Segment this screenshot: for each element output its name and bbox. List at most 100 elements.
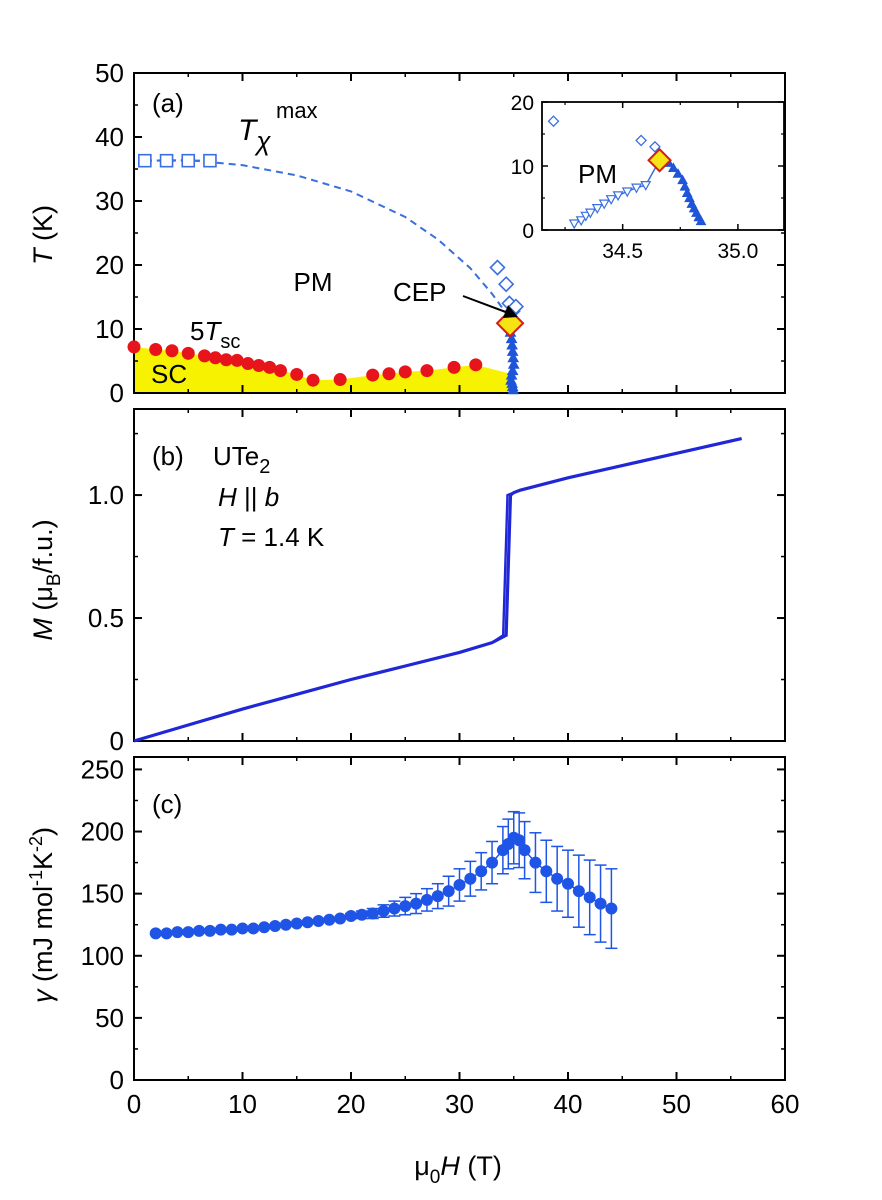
five-tsc-point — [273, 364, 287, 378]
pm-label: PM — [294, 267, 333, 297]
gamma-point — [334, 912, 347, 925]
five-tsc-point — [263, 360, 277, 374]
gamma-point — [442, 885, 455, 898]
five-tsc-point — [420, 364, 434, 378]
panel-b: 0 0.5 1.0 (b) UTe2 H || b T = 1.4 K — [88, 408, 786, 756]
inset-open-triangle-point — [568, 219, 580, 230]
gamma-point — [475, 865, 488, 878]
y-tick-label: 250 — [81, 754, 124, 784]
open-diamond-point — [489, 259, 506, 276]
open-diamond-point — [507, 298, 525, 315]
cep-arrow-line — [462, 295, 512, 315]
gamma-point — [377, 905, 390, 918]
inset-open-triangle-point — [612, 191, 624, 202]
five-tsc-point — [165, 344, 179, 358]
gamma-point — [562, 877, 574, 890]
y-tick-label: 200 — [81, 817, 124, 847]
five-tsc-point — [208, 351, 222, 365]
gamma-point — [323, 913, 336, 926]
five-tsc-point — [447, 360, 461, 374]
gamma-point — [214, 923, 227, 936]
gamma-point — [301, 916, 314, 929]
y-tick-label: 10 — [95, 314, 124, 344]
five-tsc-point — [306, 373, 320, 387]
five-tsc-point — [252, 358, 266, 372]
gamma-point — [453, 878, 466, 891]
tchimax-square-point — [138, 153, 152, 168]
gamma-point — [182, 926, 195, 939]
y-tick-label: 0 — [110, 378, 124, 408]
tchimax-square-point — [159, 153, 174, 168]
gamma-point — [572, 885, 585, 898]
inset-open-diamond-point — [635, 134, 648, 147]
sc-label: SC — [151, 359, 187, 389]
cep-label: CEP — [393, 277, 446, 307]
inset-open-triangle-point — [580, 211, 592, 222]
x-tick-label: 30 — [445, 1089, 474, 1119]
inset-open-triangle-point — [598, 199, 610, 210]
y-tick-label: 0.5 — [88, 603, 124, 633]
y-tick-label: 1.0 — [88, 480, 124, 510]
inset-open-triangle-point — [605, 195, 617, 206]
gamma-point — [290, 917, 303, 930]
x-tick-label: 20 — [337, 1089, 366, 1119]
five-tsc-point — [198, 349, 212, 363]
panel-c-frame — [133, 756, 786, 1081]
sc-region — [134, 346, 511, 393]
inset-open-triangle-point — [591, 204, 603, 214]
inset-filled-triangle-point — [668, 162, 679, 173]
y-tick-label: 150 — [81, 879, 124, 909]
gamma-point — [583, 891, 596, 904]
gamma-point — [410, 897, 423, 910]
inset-filled-triangle-point — [672, 168, 684, 178]
x-axis-title: μ0H (T) — [414, 1151, 502, 1188]
x-tick-label: 60 — [771, 1089, 800, 1119]
inset-open-triangle-point — [640, 181, 652, 191]
five-tsc-point — [149, 342, 163, 356]
gamma-point — [540, 865, 553, 878]
material-label: UTe2 — [213, 441, 270, 478]
filled-triangle-point — [507, 383, 520, 395]
gamma-point — [486, 856, 499, 869]
five-tsc-point — [366, 368, 380, 382]
y-axis-title-a: T (K) — [28, 205, 58, 265]
five-tsc-point — [219, 353, 233, 367]
five-tsc-point — [398, 365, 412, 379]
y-tick-label: 0 — [110, 726, 124, 756]
panel-b-label: (b) — [152, 441, 184, 471]
gamma-point — [312, 914, 325, 927]
gamma-point — [366, 907, 379, 920]
field-direction-label: H || b — [218, 482, 279, 512]
temperature-label: T = 1.4 K — [218, 522, 325, 552]
inset-y-tick-label: 10 — [511, 156, 534, 179]
five-tsc-point — [127, 340, 141, 354]
tchimax-superscript: max — [276, 98, 318, 123]
gamma-point — [258, 921, 271, 934]
x-tick-label: 50 — [662, 1089, 691, 1119]
panel-c: 0 10 20 30 40 50 60 0 50 100 150 200 250 (c) — [81, 754, 800, 1119]
gamma-point — [518, 844, 531, 857]
tchimax-guide-line — [144, 159, 514, 325]
inset-open-triangle-point — [621, 187, 633, 198]
inset-filled-triangle-point — [695, 215, 707, 226]
y-tick-label: 0 — [110, 1065, 124, 1095]
tchimax-square-point — [203, 153, 217, 168]
inset-open-triangle-point — [584, 208, 596, 219]
gamma-point — [594, 897, 607, 910]
gamma-point — [513, 834, 526, 847]
inset-y-tick-label: 20 — [511, 92, 534, 115]
inset-open-diamond-point — [547, 115, 560, 128]
inset-y-tick-label: 0 — [522, 220, 534, 243]
gamma-point — [236, 922, 249, 935]
x-tick-label: 10 — [228, 1089, 257, 1119]
five-tsc-point — [469, 358, 483, 372]
five-tsc-point — [181, 346, 195, 360]
y-axis-title-b: M (μB/f.u.) — [28, 519, 65, 640]
y-tick-label: 40 — [95, 122, 124, 152]
open-diamond-point — [498, 276, 515, 293]
gamma-point — [225, 923, 238, 936]
cep-arrow-head — [503, 305, 518, 318]
gamma-point — [605, 902, 618, 915]
gamma-point — [399, 900, 412, 913]
five-tsc-point — [230, 353, 244, 367]
